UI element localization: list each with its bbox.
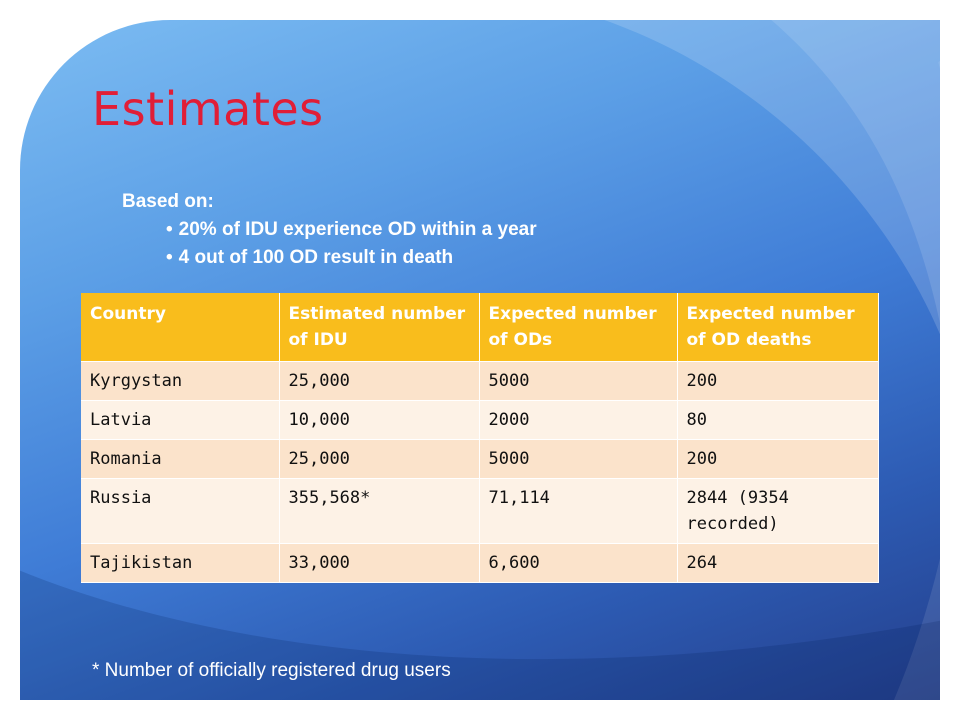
table-row: Russia 355,568* 71,114 2844 (9354 record… — [81, 478, 879, 544]
cell-expected-ods: 5000 — [479, 361, 678, 401]
cell-estimated-idu: 25,000 — [279, 439, 480, 479]
table-row: Tajikistan 33,000 6,600 264 — [81, 543, 879, 583]
decorative-swoosh — [20, 20, 940, 700]
basis-bullet: 4 out of 100 OD result in death — [166, 244, 537, 272]
table-row: Romania 25,000 5000 200 — [81, 439, 879, 479]
cell-country: Kyrgystan — [81, 361, 280, 401]
cell-estimated-idu: 10,000 — [279, 400, 480, 440]
header-country: Country — [81, 293, 280, 362]
cell-expected-deaths: 200 — [677, 439, 879, 479]
cell-country: Latvia — [81, 400, 280, 440]
cell-country: Russia — [81, 478, 280, 544]
basis-bullet-list: 20% of IDU experience OD within a year 4… — [122, 216, 537, 272]
cell-expected-ods: 5000 — [479, 439, 678, 479]
cell-expected-ods: 6,600 — [479, 543, 678, 583]
cell-estimated-idu: 25,000 — [279, 361, 480, 401]
estimates-table: Country Estimated number of IDU Expected… — [81, 293, 879, 583]
footnote: * Number of officially registered drug u… — [92, 660, 451, 681]
table-header-row: Country Estimated number of IDU Expected… — [81, 293, 879, 362]
table-row: Kyrgystan 25,000 5000 200 — [81, 361, 879, 401]
cell-estimated-idu: 355,568* — [279, 478, 480, 544]
table-row: Latvia 10,000 2000 80 — [81, 400, 879, 440]
header-estimated-idu: Estimated number of IDU — [279, 293, 480, 362]
cell-expected-ods: 71,114 — [479, 478, 678, 544]
basis-bullet: 20% of IDU experience OD within a year — [166, 216, 537, 244]
cell-country: Tajikistan — [81, 543, 280, 583]
slide-title: Estimates — [92, 82, 324, 136]
basis-block: Based on: 20% of IDU experience OD withi… — [122, 188, 537, 272]
cell-estimated-idu: 33,000 — [279, 543, 480, 583]
cell-expected-ods: 2000 — [479, 400, 678, 440]
cell-expected-deaths: 264 — [677, 543, 879, 583]
header-expected-od-deaths: Expected number of OD deaths — [677, 293, 879, 362]
cell-country: Romania — [81, 439, 280, 479]
basis-heading: Based on: — [122, 191, 214, 212]
cell-expected-deaths: 80 — [677, 400, 879, 440]
cell-expected-deaths: 2844 (9354 recorded) — [677, 478, 879, 544]
header-expected-ods: Expected number of ODs — [479, 293, 678, 362]
cell-expected-deaths: 200 — [677, 361, 879, 401]
